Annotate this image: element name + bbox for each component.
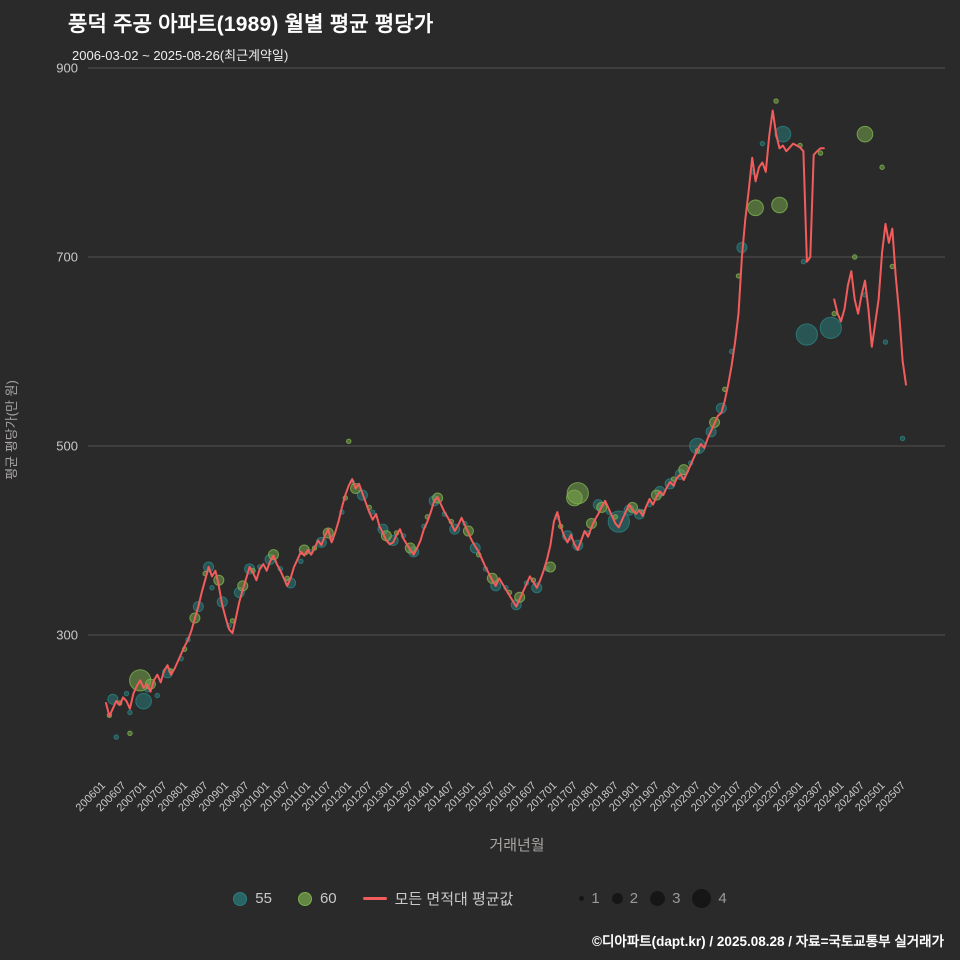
legend-label-60: 60 xyxy=(319,890,337,907)
y-tick-label: 700 xyxy=(56,250,78,265)
y-tick-label: 500 xyxy=(56,439,78,454)
bubble-point-60 xyxy=(284,575,290,581)
bubble-point-55 xyxy=(154,692,160,699)
legend-label-average: 모든 면적대 평균값 xyxy=(394,891,514,908)
bubble-point-55 xyxy=(819,316,842,339)
bubble-point-55 xyxy=(209,585,215,591)
bubble-point-55 xyxy=(135,692,152,710)
bubble-size-legend: 1 2 3 4 xyxy=(579,889,727,908)
bubble-point-60 xyxy=(127,730,133,736)
size-1-dot-icon xyxy=(579,896,585,901)
bubble-point-55 xyxy=(113,734,119,740)
average-price-line xyxy=(105,109,907,718)
bubble-point-60 xyxy=(831,311,837,317)
teal-dot-icon xyxy=(233,891,248,906)
legend-label-55: 55 xyxy=(255,890,272,907)
bubble-point-60 xyxy=(566,482,589,505)
size-legend-1: 1 xyxy=(579,890,600,907)
y-tick-label: 300 xyxy=(56,628,78,643)
bubble-point-55 xyxy=(369,509,376,515)
bubble-point-55 xyxy=(800,259,807,265)
page-title: 풍덕 주공 아파트(1989) 월별 평균 평당가 xyxy=(68,13,434,36)
legend-item-55[interactable]: 55 xyxy=(233,890,272,907)
bubble-point-60 xyxy=(773,98,779,104)
legend-item-60[interactable]: 60 xyxy=(297,890,337,907)
y-tick-label: 900 xyxy=(56,61,78,76)
legend: 55 60 모든 면적대 평균값 1 2 3 4 xyxy=(0,888,960,909)
chart-plot-area: 9007005003002006012006072007012007072008… xyxy=(4,61,945,854)
bubble-point-55 xyxy=(123,690,130,697)
page-subtitle: 2006-03-02 ~ 2025-08-26(최근계약일) xyxy=(72,48,289,63)
size-legend-4: 4 xyxy=(692,889,727,908)
y-axis-title: 평균 평당가(만 원) xyxy=(4,380,19,480)
bubble-point-60 xyxy=(544,561,556,573)
bubble-point-55 xyxy=(298,558,304,564)
bubble-point-60 xyxy=(889,263,896,270)
size-3-label: 3 xyxy=(672,890,681,907)
size-4-dot-icon xyxy=(692,889,712,908)
size-3-dot-icon xyxy=(650,891,666,906)
bubble-point-55 xyxy=(899,435,906,442)
bubble-point-60 xyxy=(747,199,764,217)
bubble-point-55 xyxy=(795,323,818,346)
bubble-point-60 xyxy=(771,196,788,214)
source-credit: ©디아파트(dapt.kr) / 2025.08.28 / 자료=국토교통부 실… xyxy=(592,934,944,949)
bubble-point-60 xyxy=(879,164,885,170)
size-2-label: 2 xyxy=(629,890,639,907)
red-line-icon xyxy=(362,897,387,900)
bubble-point-55 xyxy=(759,140,766,147)
x-axis-title: 거래년월 xyxy=(489,837,544,854)
legend-item-average[interactable]: 모든 면적대 평균값 xyxy=(362,888,514,909)
bubble-point-60 xyxy=(852,254,858,260)
size-legend-3: 3 xyxy=(650,890,680,907)
size-1-label: 1 xyxy=(591,890,600,907)
bubble-point-60 xyxy=(856,125,874,143)
chart-header: 풍덕 주공 아파트(1989) 월별 평균 평당가 2006-03-02 ~ 2… xyxy=(68,8,433,64)
size-legend-2: 2 xyxy=(611,890,639,907)
bubble-point-60 xyxy=(346,438,352,444)
green-dot-icon xyxy=(297,891,312,906)
bubble-point-60 xyxy=(817,150,824,156)
bubble-point-55 xyxy=(882,339,889,345)
size-2-dot-icon xyxy=(611,893,623,904)
bubble-point-55 xyxy=(127,709,133,716)
size-4-label: 4 xyxy=(718,890,727,907)
